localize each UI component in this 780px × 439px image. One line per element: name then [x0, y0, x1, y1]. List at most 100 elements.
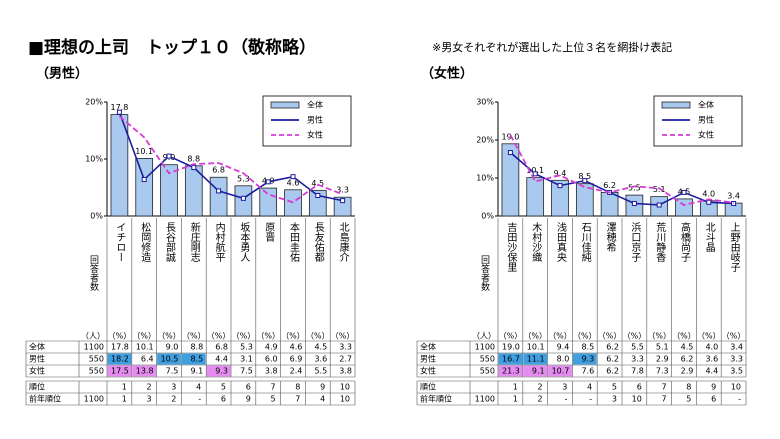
unit-label: （%） [256, 332, 280, 341]
category-label: 本田圭佑 [288, 221, 300, 262]
marker [656, 202, 662, 208]
marker [731, 200, 737, 206]
marker [507, 150, 513, 156]
data-label: 3.3 [336, 186, 349, 195]
rank-cell: 3 [562, 383, 567, 392]
highlight-cell [107, 365, 132, 377]
unit-label: （%） [207, 332, 231, 341]
y-tick-label: 30% [476, 98, 494, 107]
value-cell: 13.8 [136, 367, 154, 376]
legend-label: 女性 [698, 130, 714, 140]
rank-cell: 7 [271, 383, 276, 392]
panel-subtitle: （女性） [421, 66, 473, 82]
value-cell: 10.5 [161, 355, 179, 364]
count-cell: 1100 [84, 343, 104, 352]
data-label: 6.2 [603, 181, 616, 190]
value-cell: 2.4 [290, 367, 303, 376]
value-cell: 5.5 [314, 367, 327, 376]
rank-cell: 5 [686, 395, 691, 404]
legend-label: 男性 [698, 115, 714, 125]
highlight-cell [523, 365, 548, 377]
unit-label: （%） [548, 332, 572, 341]
rank-cell: 7 [662, 383, 667, 392]
value-cell: 4.4 [215, 355, 228, 364]
data-label: 17.8 [110, 103, 128, 112]
value-cell: 6.4 [141, 355, 154, 364]
data-label: 4.5 [311, 179, 324, 188]
value-cell: 9.3 [581, 355, 594, 364]
category-label: 木村沙織 [530, 222, 542, 262]
marker [290, 174, 296, 180]
row-label: 男性 [420, 354, 436, 364]
value-cell: 3.8 [265, 367, 278, 376]
value-cell: 11.1 [527, 355, 545, 364]
panel-subtitle: （男性） [36, 66, 88, 82]
bar [333, 196, 352, 217]
rank-cell: 9 [246, 395, 251, 404]
marker [265, 179, 271, 185]
count-cell: 550 [480, 355, 495, 364]
data-label: 5.1 [653, 185, 666, 194]
marker [141, 177, 147, 183]
rank-cell: 4 [196, 383, 201, 392]
rank-cell: 3 [171, 383, 176, 392]
y-tick-label: 20% [85, 98, 103, 107]
legend-label: 全体 [307, 100, 323, 110]
bar [501, 143, 520, 217]
value-cell: 9.1 [190, 367, 203, 376]
value-cell: 4.4 [705, 367, 718, 376]
value-cell: 7.8 [631, 367, 644, 376]
category-label: 内村航平 [213, 221, 225, 263]
row-label: 順位 [29, 382, 45, 392]
category-label: 北島康介 [337, 222, 349, 262]
legend-swatch [661, 101, 691, 109]
value-cell: 9.4 [557, 343, 570, 352]
rank-cell: 5 [271, 395, 276, 404]
value-cell: 10.7 [552, 367, 570, 376]
unit-label: （%） [499, 332, 523, 341]
rank-cell: 6 [221, 395, 226, 404]
y-tick-label: 10% [85, 155, 103, 164]
highlight-cell [132, 365, 157, 377]
value-cell: 3.4 [730, 343, 743, 352]
marker [557, 183, 563, 189]
rank-cell: 9 [320, 383, 325, 392]
legend-label: 男性 [307, 115, 323, 125]
row-label: 全体 [420, 342, 436, 352]
rank-cell: 4 [587, 383, 592, 392]
value-cell: 6.8 [215, 343, 228, 352]
line [118, 111, 343, 202]
row-label: 順位 [420, 382, 436, 392]
rank-cell: 5 [221, 383, 226, 392]
highlight-cell [157, 353, 181, 365]
y-tick-label: 20% [476, 136, 494, 145]
highlight-cell [107, 353, 132, 365]
highlight-cell [498, 365, 523, 377]
count-cell: 550 [89, 355, 104, 364]
bar [575, 183, 594, 217]
unit-label: （%） [598, 332, 622, 341]
rank-cell: - [565, 395, 568, 404]
marker [681, 189, 687, 195]
data-label: 6.8 [212, 166, 225, 175]
rank-cell: 8 [686, 383, 691, 392]
bar [209, 176, 228, 217]
bar [600, 192, 619, 217]
marker [706, 199, 712, 205]
rank-cell: 4 [320, 395, 325, 404]
category-label: 荒川静香 [654, 222, 666, 263]
value-cell: 5.5 [631, 343, 644, 352]
rank-cell: 10 [731, 383, 741, 392]
bar [526, 177, 545, 217]
row-label: 男性 [29, 354, 45, 364]
bar [135, 158, 154, 217]
rank-cell: 2 [171, 395, 176, 404]
value-cell: 18.2 [111, 355, 129, 364]
unit-label: （人） [472, 332, 496, 341]
value-cell: 6.2 [606, 367, 619, 376]
value-cell: 9.1 [532, 367, 545, 376]
bar [234, 185, 253, 217]
value-cell: 8.5 [581, 343, 594, 352]
value-cell: 17.5 [111, 367, 129, 376]
